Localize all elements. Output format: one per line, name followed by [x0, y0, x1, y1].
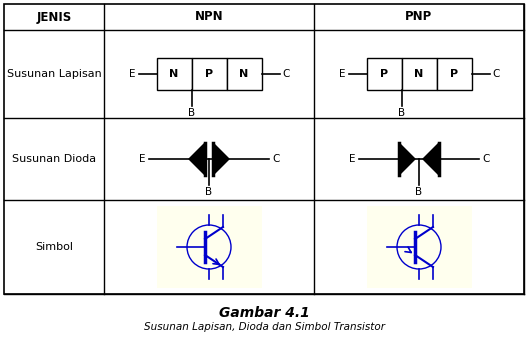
Text: P: P	[450, 69, 458, 79]
Bar	[4, 4, 524, 294]
Text: Susunan Lapisan, Dioda dan Simbol Transistor: Susunan Lapisan, Dioda dan Simbol Transi…	[144, 322, 384, 332]
Bar	[437, 58, 472, 90]
Bar	[402, 58, 437, 90]
Text: Susunan Dioda: Susunan Dioda	[12, 154, 96, 164]
Text: Simbol: Simbol	[35, 242, 73, 252]
Text: B: B	[188, 108, 195, 118]
Text: Susunan Lapisan: Susunan Lapisan	[6, 69, 101, 79]
Text: JENIS: JENIS	[37, 10, 72, 24]
Text: NPN: NPN	[195, 10, 223, 24]
Text: E: E	[349, 154, 356, 164]
Bar	[156, 206, 261, 288]
Text: P: P	[380, 69, 388, 79]
Text: Gambar 4.1: Gambar 4.1	[218, 306, 310, 320]
Polygon shape	[423, 143, 439, 175]
Bar	[367, 58, 402, 90]
Text: C: C	[492, 69, 500, 79]
Text: B: B	[416, 187, 422, 197]
Text: B: B	[398, 108, 405, 118]
Text: PNP: PNP	[405, 10, 432, 24]
Text: E: E	[339, 69, 346, 79]
Text: E: E	[139, 154, 146, 164]
Text: E: E	[129, 69, 136, 79]
Text: P: P	[205, 69, 213, 79]
Text: C: C	[482, 154, 489, 164]
Bar	[191, 58, 226, 90]
Text: N: N	[414, 69, 423, 79]
Bar	[367, 206, 472, 288]
Text: B: B	[206, 187, 213, 197]
Polygon shape	[399, 143, 415, 175]
Bar	[226, 58, 261, 90]
Polygon shape	[189, 143, 205, 175]
Text: N: N	[170, 69, 179, 79]
Text: C: C	[282, 69, 290, 79]
Polygon shape	[213, 143, 229, 175]
Bar	[156, 58, 191, 90]
Text: C: C	[272, 154, 279, 164]
Text: N: N	[240, 69, 249, 79]
